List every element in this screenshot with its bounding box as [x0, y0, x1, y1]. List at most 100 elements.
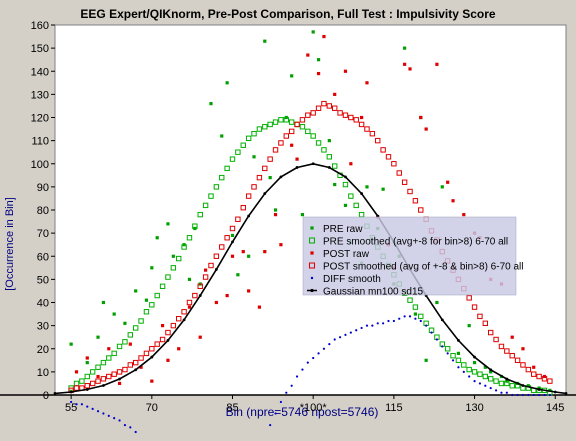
smoothed-point — [380, 147, 386, 153]
raw-point — [134, 289, 138, 293]
smoothed-point — [418, 313, 424, 320]
raw-point — [257, 305, 261, 309]
diff-point — [274, 412, 277, 415]
diff-point — [295, 375, 299, 378]
diff-point — [462, 370, 465, 373]
raw-point — [96, 335, 100, 339]
y-tick-label: 160 — [31, 20, 49, 32]
gaussian-point — [198, 294, 202, 297]
raw-point — [177, 347, 181, 351]
diff-point — [494, 389, 498, 392]
raw-point — [403, 62, 407, 66]
y-tick-label: 150 — [31, 43, 49, 55]
smoothed-point — [461, 362, 467, 368]
smoothed-point — [342, 181, 349, 188]
raw-point — [440, 185, 444, 189]
diff-point — [521, 393, 525, 397]
diff-point — [70, 400, 73, 404]
gaussian-point — [279, 175, 283, 179]
smoothed-point — [396, 170, 402, 176]
legend-marker — [310, 226, 314, 230]
gaussian-point — [166, 339, 170, 342]
gaussian-point — [69, 390, 73, 394]
smoothed-point — [278, 140, 284, 146]
smoothed-point — [504, 380, 510, 387]
smoothed-point — [412, 304, 419, 310]
smoothed-point — [401, 179, 408, 185]
diff-point — [365, 324, 369, 327]
smoothed-point — [84, 373, 90, 380]
diff-point — [75, 403, 78, 406]
smoothed-point — [159, 336, 166, 343]
raw-point — [139, 365, 143, 369]
raw-point — [419, 115, 423, 120]
smoothed-point — [498, 380, 505, 387]
smoothed-point — [143, 350, 150, 357]
smoothed-point — [229, 156, 236, 162]
raw-point — [489, 370, 493, 374]
smoothed-point — [197, 283, 203, 290]
raw-point — [273, 208, 278, 212]
axes: 0 10 20 30 40 50 60 70 80 90 100 110 120 130 140 150 160… — [0, 20, 576, 414]
smoothed-point — [525, 366, 532, 373]
raw-point — [69, 342, 73, 346]
series-layer — [53, 30, 568, 434]
gaussian-point — [360, 192, 363, 195]
diff-point — [134, 430, 137, 434]
smoothed-point — [122, 366, 128, 373]
smoothed-point — [321, 147, 327, 153]
series-small-dot — [70, 315, 551, 434]
smoothed-point — [235, 149, 241, 155]
diff-point — [398, 317, 401, 320]
raw-point — [112, 312, 116, 316]
smoothed-point — [369, 130, 376, 137]
raw-point — [155, 236, 159, 240]
diff-point — [355, 329, 358, 332]
diff-point — [328, 343, 331, 346]
smoothed-point — [283, 117, 289, 123]
raw-point — [446, 180, 450, 184]
smoothed-point — [106, 355, 112, 361]
diff-point — [435, 338, 439, 341]
plot-area — [54, 24, 567, 396]
smoothed-point — [267, 121, 273, 128]
smoothed-point — [498, 343, 505, 350]
diff-point — [473, 380, 476, 383]
smoothed-point — [95, 378, 101, 384]
raw-point — [225, 81, 229, 85]
raw-point — [166, 222, 170, 226]
gaussian-point — [102, 384, 105, 387]
gaussian-point — [473, 355, 476, 359]
legend-label: POST smoothed (avg of +-8 & bin>8) 6-70 … — [323, 262, 523, 273]
raw-point — [198, 335, 202, 339]
diff-point — [360, 326, 363, 330]
raw-point — [117, 381, 122, 386]
raw-point — [247, 254, 251, 258]
smoothed-point — [283, 133, 289, 139]
smoothed-point — [342, 112, 349, 118]
diff-point — [80, 403, 83, 406]
smoothed-point — [154, 341, 160, 347]
diff-point — [457, 366, 460, 369]
smoothed-point — [305, 128, 311, 135]
smoothed-point — [348, 114, 354, 121]
diff-point — [441, 345, 444, 348]
smoothed-point — [267, 156, 273, 162]
smoothed-point — [181, 244, 187, 250]
diff-point — [86, 405, 89, 408]
y-tick-label: 10 — [37, 367, 49, 379]
smoothed-point — [364, 126, 370, 132]
legend-label: PRE raw — [323, 224, 363, 235]
y-tick-label: 100 — [31, 159, 49, 171]
diff-point — [425, 324, 428, 327]
raw-point — [214, 300, 218, 305]
smoothed-point — [84, 383, 90, 389]
y-tick-label: 0 — [43, 390, 49, 402]
smoothed-point — [288, 119, 295, 125]
smoothed-point — [100, 376, 107, 382]
diff-point — [532, 393, 535, 397]
smoothed-point — [444, 346, 451, 352]
raw-point — [472, 361, 477, 365]
smoothed-point — [385, 154, 392, 160]
diff-point — [96, 410, 100, 413]
